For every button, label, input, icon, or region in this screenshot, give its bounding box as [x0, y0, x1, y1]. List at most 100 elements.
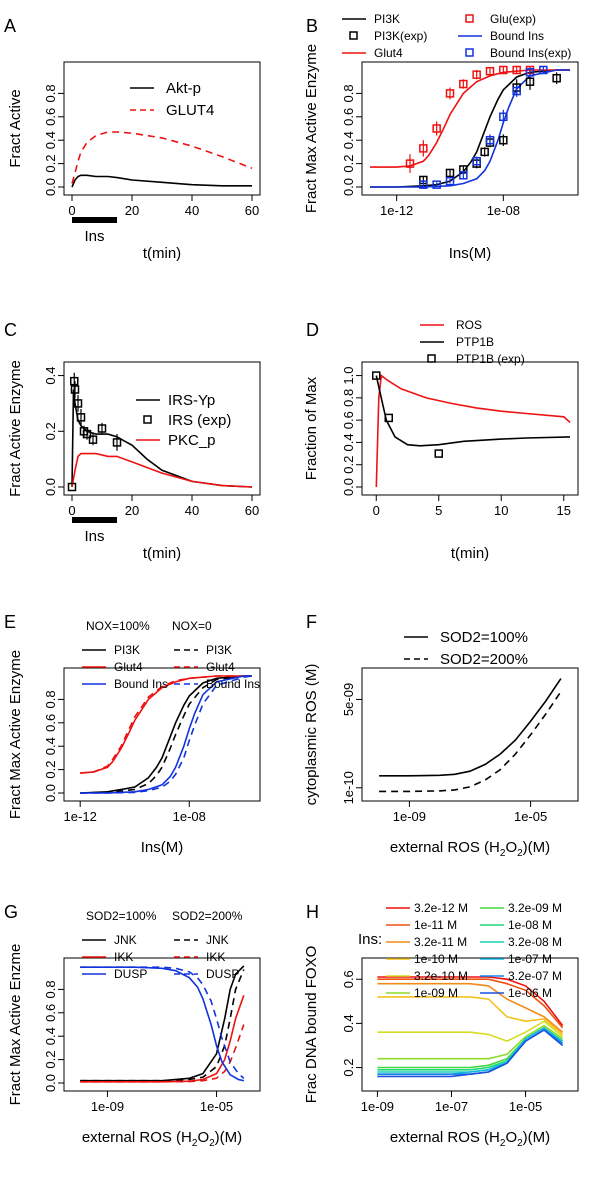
- legend-label: 3.2e-09 M: [508, 901, 562, 915]
- series-line: [377, 976, 564, 1027]
- data-point: [405, 159, 415, 168]
- x-axis-label: t(min): [143, 545, 181, 562]
- series-line: [71, 389, 253, 488]
- data-point: [88, 435, 98, 444]
- series-line: [377, 978, 564, 1029]
- legend-label: JNK: [206, 933, 229, 947]
- legend-label: DUSP: [114, 967, 147, 981]
- legend-label: Glu(exp): [490, 12, 536, 26]
- data-point: [419, 180, 428, 189]
- y-tick-label: 0.6: [43, 108, 58, 126]
- plot-frame: [63, 957, 261, 1092]
- data-point: [432, 124, 441, 133]
- series-line: [377, 996, 564, 1036]
- x-tick-label: 40: [185, 203, 199, 218]
- legend-label: SOD2=100%: [440, 629, 528, 646]
- series-line: [80, 966, 244, 1082]
- y-tick-label: 0.8: [43, 84, 58, 102]
- legend-label: PI3K: [206, 643, 232, 657]
- x-tick-label: 1e-05: [200, 1099, 233, 1114]
- panel-letter: E: [4, 612, 16, 632]
- series-line: [377, 982, 564, 1033]
- data-point: [445, 89, 455, 98]
- legend-key: [465, 48, 474, 57]
- x-axis-label: Ins(M): [141, 839, 184, 856]
- x-tick-label: 0: [373, 503, 380, 518]
- series-line: [80, 965, 245, 1082]
- data-point: [434, 449, 443, 458]
- data-point: [512, 65, 521, 75]
- data-point: [73, 399, 83, 408]
- data-point: [82, 429, 92, 439]
- legend-key: [143, 415, 152, 424]
- x-axis-label: external ROS (H2O2)(M): [82, 1129, 242, 1149]
- panel-h: H 1e-09 1e-07 1e-05 0.2 0.4 0.6 Frac DNA bound …: [303, 901, 579, 1149]
- legend-label: JNK: [114, 933, 137, 947]
- legend-label: Glut4: [114, 660, 143, 674]
- legend-label: 3.2e-08 M: [508, 935, 562, 949]
- x-tick-label: 5: [435, 503, 442, 518]
- y-tick-label: 0.2: [43, 761, 58, 779]
- series-line: [80, 675, 253, 794]
- y-tick-label: 0.4: [43, 737, 58, 755]
- data-point: [384, 413, 393, 423]
- y-tick-label: 0.8: [341, 389, 356, 407]
- x-tick-label: 1e-09: [91, 1099, 124, 1114]
- data-point: [512, 86, 521, 96]
- panel-letter: C: [4, 320, 17, 340]
- plot-area: [80, 675, 253, 794]
- plot-frame: [63, 361, 261, 496]
- panel-letter: D: [306, 320, 319, 340]
- y-tick-label: 0.4: [341, 433, 356, 451]
- y-tick-label: 0.4: [43, 131, 58, 149]
- legend-label: SOD2=200%: [440, 651, 528, 668]
- series-line: [379, 678, 562, 777]
- legend-label: 1e-09 M: [414, 986, 458, 1000]
- data-point: [76, 413, 86, 422]
- legend-label: 1e-11 M: [414, 918, 457, 932]
- legend-label: 3.2e-12 M: [414, 901, 468, 915]
- legend-label: Bound Ins(exp): [490, 46, 571, 60]
- y-axis-label: Fract Max Active Enzyme: [303, 44, 320, 213]
- legend-label: Akt-p: [166, 80, 201, 97]
- y-tick-label: 0.0: [341, 178, 356, 196]
- y-tick-label: 0.4: [43, 1027, 58, 1045]
- legend-label: Glut4: [374, 46, 403, 60]
- panel-d: D 0 5 10 15 0.0 0.2 0.4 0.6 0.8 1.0 Fraction of Max…: [303, 318, 579, 562]
- series-line: [370, 69, 570, 168]
- x-tick-label: 1e-09: [393, 809, 426, 824]
- legend-label: PKC_p: [168, 432, 216, 449]
- plot-area: [71, 131, 253, 188]
- legend-label: PTP1B (exp): [456, 352, 525, 366]
- y-tick-label: 0.2: [43, 155, 58, 173]
- y-axis-label: Fract Max Active Enzyme: [7, 650, 24, 819]
- panel-letter: A: [4, 16, 16, 36]
- x-axis-label: external ROS (H2O2)(M): [390, 839, 550, 859]
- data-point: [419, 144, 428, 153]
- legend-label: PTP1B: [456, 335, 494, 349]
- panel-letter: B: [306, 16, 318, 36]
- series-line: [377, 1020, 564, 1042]
- panel-letter: F: [306, 612, 317, 632]
- legend: NOX=100% NOX=0 PI3K PI3K Glut4 Glut4 Bound Ins…: [82, 619, 260, 691]
- x-tick-label: 60: [245, 503, 259, 518]
- x-tick-label: 0: [68, 203, 75, 218]
- panel-g: G 1e-09 1e-05 0.0 0.2 0.4 0.6 0.8 Fract Max Acti…: [4, 902, 261, 1149]
- y-tick-label: 0.2: [43, 422, 58, 440]
- series-line: [80, 675, 252, 774]
- x-axis-label: external ROS (H2O2)(M): [390, 1129, 550, 1149]
- plot-area: [372, 371, 571, 488]
- x-tick-label: 1e-12: [64, 809, 97, 824]
- data-point: [499, 135, 508, 145]
- x-tick-label: 15: [557, 503, 571, 518]
- x-tick-label: 60: [245, 203, 259, 218]
- data-point: [485, 135, 495, 145]
- data-point: [485, 66, 495, 76]
- x-tick-label: 1e-05: [514, 809, 547, 824]
- plot-frame: [361, 61, 579, 196]
- y-tick-label: 0.0: [43, 1074, 58, 1092]
- y-tick-label: 0.2: [341, 456, 356, 474]
- series-line: [80, 995, 245, 1083]
- panel-e: E 1e-12 1e-08 0.0 0.2 0.4 0.6 0.8 Fract Max Acti…: [4, 612, 261, 856]
